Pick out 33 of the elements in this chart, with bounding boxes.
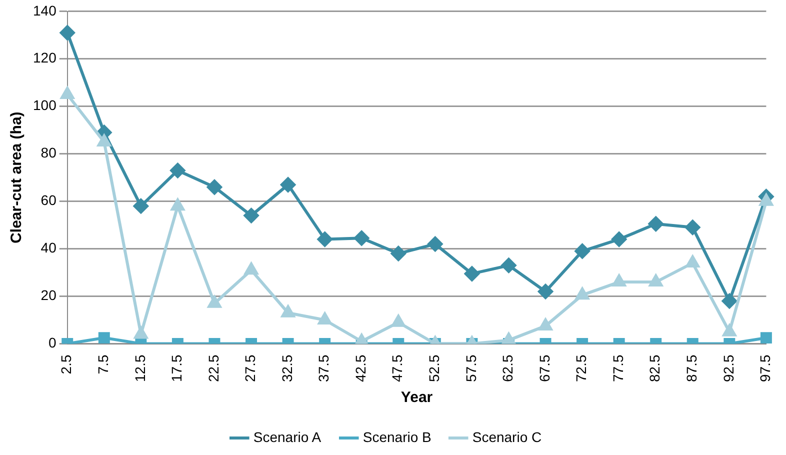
x-tick-label: 47.5 [389, 354, 406, 382]
y-tick-label: 0 [48, 334, 57, 351]
legend-label: Scenario B [362, 428, 432, 445]
x-tick-label: 82.5 [646, 354, 663, 382]
x-tick-label: 77.5 [610, 354, 626, 382]
x-axis-title: Year [400, 389, 433, 406]
x-tick-label: 97.5 [757, 354, 774, 382]
x-tick-label: 7.5 [95, 354, 111, 374]
x-tick-label: 72.5 [573, 354, 590, 382]
x-tick-label: 62.5 [500, 354, 516, 382]
y-tick-label: 40 [40, 240, 57, 256]
y-axis-title: Clear-cut area (ha) [8, 112, 26, 244]
x-tick-label: 52.5 [426, 354, 442, 382]
x-tick-label: 37.5 [316, 354, 332, 382]
x-tick-label: 67.5 [536, 354, 552, 382]
y-tick-label: 20 [40, 287, 57, 304]
y-tick-label: 80 [40, 144, 57, 161]
y-tick-label: 120 [33, 50, 57, 66]
x-tick-label: 12.5 [132, 354, 148, 382]
y-tick-label: 100 [33, 97, 57, 114]
x-tick-label: 42.5 [352, 354, 368, 382]
x-tick-label: 87.5 [683, 354, 700, 382]
x-tick-label: 2.5 [58, 354, 74, 374]
x-tick-label: 27.5 [242, 354, 258, 382]
x-tick-label: 57.5 [462, 354, 479, 382]
x-tick-label: 32.5 [278, 354, 295, 382]
legend-label: Scenario C [472, 428, 542, 445]
y-tick-label: 140 [33, 2, 57, 18]
x-tick-label: 17.5 [168, 354, 185, 382]
x-tick-label: 92.5 [720, 354, 736, 382]
y-tick-label: 60 [40, 192, 57, 208]
x-tick-label: 22.5 [205, 354, 222, 382]
legend-label: Scenario A [253, 428, 322, 445]
